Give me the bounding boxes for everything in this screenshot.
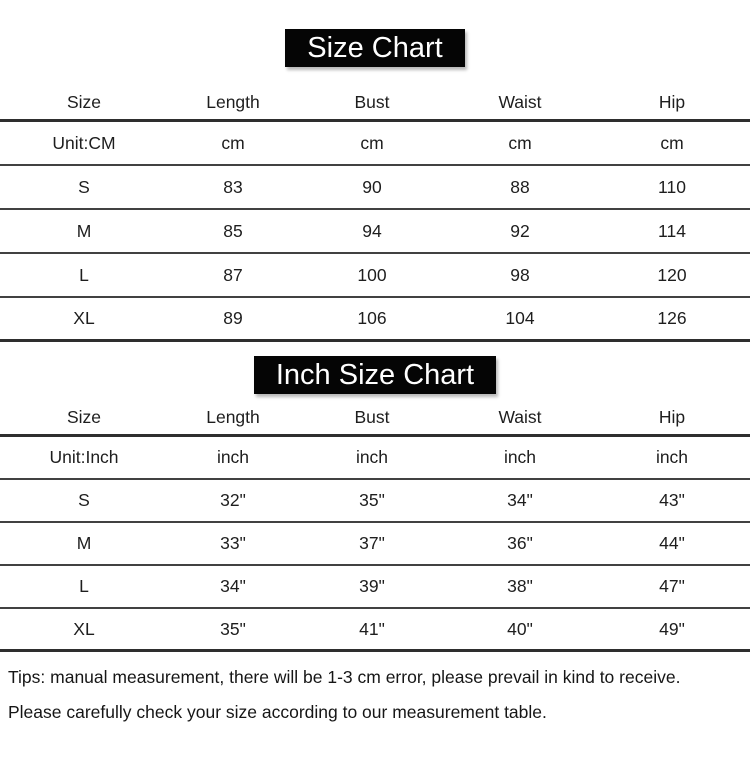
row-label: S: [78, 176, 90, 197]
table-row-s: S 32" 35" 34" 43": [0, 480, 750, 523]
value-cell: inch: [655, 447, 689, 467]
value-cell: 100: [357, 264, 387, 285]
value-cell: 89: [223, 308, 243, 328]
table-row-l: L 34" 39" 38" 47": [0, 566, 750, 609]
header-cell-hip: Hip: [658, 407, 686, 427]
row-label: M: [76, 220, 92, 241]
value-cell: 40": [507, 618, 533, 639]
header-cell-hip: Hip: [658, 92, 686, 112]
value-cell: 110: [658, 176, 686, 197]
value-cell: 90: [362, 176, 382, 197]
value-cell: 88: [510, 176, 530, 197]
header-cell-length: Length: [206, 407, 260, 427]
tips-check-size: Please carefully check your size accordi…: [8, 702, 547, 722]
header-cell-waist: Waist: [498, 407, 542, 427]
value-cell: 37": [359, 533, 385, 553]
value-cell: 39": [359, 576, 385, 596]
value-cell: cm: [221, 132, 245, 153]
row-label: Unit:CM: [52, 132, 116, 153]
value-cell: cm: [660, 132, 684, 153]
value-cell: 34": [220, 576, 246, 596]
table-row-xl: XL 89 106 104 126: [0, 298, 750, 342]
value-cell: inch: [503, 447, 537, 467]
value-cell: 85: [223, 220, 243, 241]
inch-size-table: Size Length Bust Waist Hip Unit:Inch inc…: [0, 401, 750, 652]
value-cell: inch: [216, 447, 250, 467]
header-cell-bust: Bust: [354, 407, 390, 427]
value-cell: 35": [220, 618, 246, 639]
value-cell: cm: [360, 132, 384, 153]
value-cell: 32": [220, 490, 246, 510]
cm-size-table: Size Length Bust Waist Hip Unit:CM cm cm…: [0, 86, 750, 342]
inch-chart-title: Inch Size Chart: [253, 356, 497, 394]
table-row-l: L 87 100 98 120: [0, 254, 750, 298]
value-cell: 34": [507, 490, 533, 510]
value-cell: cm: [508, 132, 532, 153]
row-label: XL: [73, 618, 95, 639]
cm-chart-title: Size Chart: [285, 29, 465, 67]
value-cell: 120: [657, 264, 687, 285]
row-label: Unit:Inch: [49, 447, 119, 467]
tips-measurement-error: Tips: manual measurement, there will be …: [8, 667, 681, 687]
value-cell: 126: [657, 308, 687, 328]
value-cell: 44": [659, 533, 685, 553]
row-label: L: [79, 576, 89, 596]
value-cell: 92: [510, 220, 530, 241]
header-cell-size: Size: [66, 92, 102, 112]
row-label: XL: [73, 308, 95, 328]
value-cell: 47": [659, 576, 685, 596]
value-cell: 49": [659, 618, 685, 639]
value-cell: 98: [510, 264, 530, 285]
table-row-m: M 85 94 92 114: [0, 210, 750, 254]
inch-table-header-row: Size Length Bust Waist Hip: [0, 401, 750, 437]
value-cell: 83: [223, 176, 243, 197]
value-cell: 33": [220, 533, 246, 553]
value-cell: 94: [362, 220, 382, 241]
table-row-s: S 83 90 88 110: [0, 166, 750, 210]
table-row-m: M 33" 37" 36" 44": [0, 523, 750, 566]
value-cell: inch: [355, 447, 389, 467]
row-label: L: [79, 264, 89, 285]
value-cell: 41": [359, 618, 385, 639]
value-cell: 114: [658, 220, 686, 241]
value-cell: 43": [659, 490, 685, 510]
header-cell-size: Size: [66, 407, 102, 427]
value-cell: 35": [359, 490, 385, 510]
cm-table-header-row: Size Length Bust Waist Hip: [0, 86, 750, 122]
table-row-xl: XL 35" 41" 40" 49": [0, 609, 750, 652]
header-cell-length: Length: [206, 92, 260, 112]
table-row-unit-cm: Unit:CM cm cm cm cm: [0, 122, 750, 166]
table-row-unit-inch: Unit:Inch inch inch inch inch: [0, 437, 750, 480]
value-cell: 87: [223, 264, 243, 285]
value-cell: 106: [357, 308, 387, 328]
row-label: S: [78, 490, 90, 510]
row-label: M: [76, 533, 92, 553]
size-chart-page: Size Chart Size Length Bust Waist Hip Un…: [0, 29, 750, 723]
header-cell-waist: Waist: [498, 92, 542, 112]
value-cell: 104: [505, 308, 535, 328]
header-cell-bust: Bust: [354, 92, 390, 112]
value-cell: 38": [507, 576, 533, 596]
value-cell: 36": [507, 533, 533, 553]
